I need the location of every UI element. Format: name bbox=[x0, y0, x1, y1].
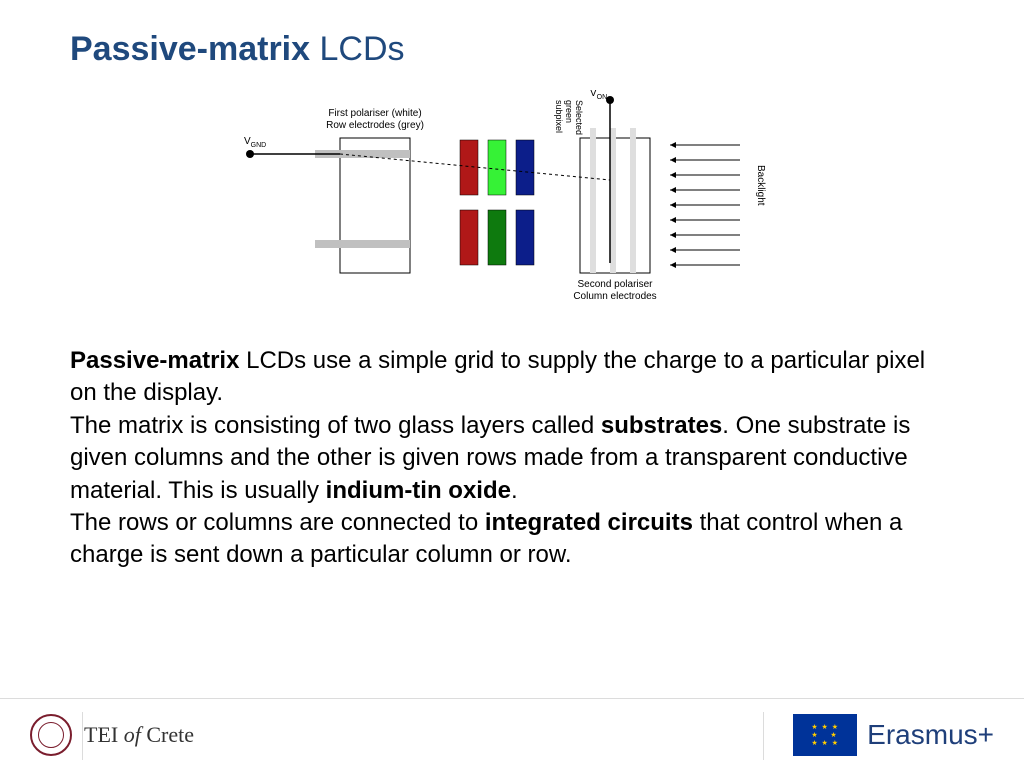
paragraph-3: The rows or columns are connected to int… bbox=[70, 507, 950, 572]
term-integrated-circuits: integrated circuits bbox=[485, 509, 693, 536]
footer-right: ★ ★ ★★ ★★ ★ ★ Erasmus+ bbox=[793, 714, 994, 756]
title-bold: Passive-matrix bbox=[70, 30, 310, 68]
paragraph-1: Passive-matrix LCDs use a simple grid to… bbox=[70, 345, 950, 410]
title-light: LCDs bbox=[310, 30, 404, 68]
svg-text:Second polariser: Second polariser bbox=[577, 279, 653, 290]
footer: TEI of Crete ★ ★ ★★ ★★ ★ ★ Erasmus+ bbox=[0, 698, 1024, 768]
lcd-diagram: First polariser (white)Row electrodes (g… bbox=[210, 90, 810, 320]
svg-text:Column electrodes: Column electrodes bbox=[573, 291, 656, 302]
svg-text:VON: VON bbox=[590, 90, 607, 101]
svg-text:green: green bbox=[564, 100, 574, 123]
term-substrates: substrates bbox=[601, 412, 722, 439]
term-passive-matrix: Passive-matrix bbox=[70, 347, 239, 374]
svg-text:subpixel: subpixel bbox=[554, 100, 564, 133]
footer-separator bbox=[763, 712, 764, 760]
svg-text:VGND: VGND bbox=[244, 136, 266, 149]
tei-seal-icon bbox=[30, 714, 72, 756]
svg-text:Backlight: Backlight bbox=[755, 165, 766, 206]
svg-text:Selected: Selected bbox=[574, 100, 584, 135]
term-indium-tin-oxide: indium-tin oxide bbox=[326, 477, 511, 504]
svg-text:Row electrodes (grey): Row electrodes (grey) bbox=[326, 120, 424, 131]
svg-text:First polariser (white): First polariser (white) bbox=[328, 108, 421, 119]
eu-flag-icon: ★ ★ ★★ ★★ ★ ★ bbox=[793, 714, 857, 756]
tei-label: TEI of Crete bbox=[84, 722, 194, 748]
footer-left: TEI of Crete bbox=[30, 714, 194, 756]
slide-title: Passive-matrix LCDs bbox=[70, 30, 405, 69]
paragraph-2: The matrix is consisting of two glass la… bbox=[70, 410, 950, 507]
erasmus-label: Erasmus+ bbox=[867, 719, 994, 751]
body-text: Passive-matrix LCDs use a simple grid to… bbox=[70, 345, 950, 572]
